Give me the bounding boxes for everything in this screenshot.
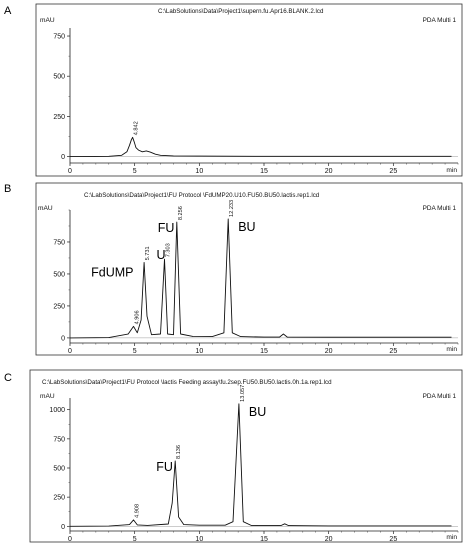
y-tick-label: 250 [53,303,65,310]
y-tick-label: 0 [61,335,65,342]
x-tick-label: 0 [68,168,72,175]
x-tick-label: 25 [389,348,397,355]
peak-retention-time-label: 8.136 [176,445,182,459]
panel-b-frame [35,182,463,356]
peak-retention-time-label: 4.906 [134,310,140,324]
panel-a-detector-label: PDA Multi 1 [423,17,457,24]
peak-retention-time-label: 4.908 [134,504,140,518]
y-tick-label: 250 [53,114,65,121]
peak-compound-label: FdUMP [91,265,133,279]
panel-c-x-unit: min [446,534,457,541]
x-tick-label: 15 [260,168,268,175]
panel-c-y-unit: mAU [40,393,55,400]
panel-b-file-path: C:\LabSolutions\Data\Project1\FU Protoco… [84,192,320,199]
x-tick-label: 0 [68,536,72,543]
x-tick-label: 15 [260,348,268,355]
panel-c-chromatogram-trace [69,403,452,527]
x-tick-label: 10 [195,348,203,355]
x-tick-label: 5 [133,348,137,355]
peak-retention-time-label: 7.303 [165,243,171,257]
y-tick-label: 500 [53,271,65,278]
panel-a-letter: A [4,5,12,17]
x-tick-label: 20 [325,168,333,175]
x-tick-label: 20 [325,348,333,355]
y-tick-label: 250 [53,495,65,502]
panel-c-frame [29,369,463,543]
x-tick-label: 0 [68,348,72,355]
peak-retention-time-label: 8.256 [178,206,184,220]
panel-a-plot: 0 250 500 750 0 5 10 15 20 25 4.842 [53,28,459,175]
panel-c-file-path: C:\LabSolutions\Data\Project1\FU Protoco… [42,379,332,386]
panel-c-detector-label: PDA Multi 1 [423,393,457,400]
x-tick-label: 25 [389,168,397,175]
panel-b-y-unit: mAU [38,205,53,212]
peak-retention-time-label: 12.233 [229,200,235,217]
y-tick-label: 1000 [49,407,65,414]
panel-a-x-unit: min [446,167,457,174]
panel-b-detector-label: PDA Multi 1 [423,205,457,212]
panel-c-letter: C [4,372,12,384]
panel-a-y-unit: mAU [40,17,55,24]
panel-b-x-unit: min [446,346,457,353]
x-tick-label: 5 [133,536,137,543]
panel-b-chromatogram-trace [69,218,452,339]
y-tick-label: 750 [53,239,65,246]
panel-b-plot: 0 250 500 750 0 5 10 15 20 25 4.906 5.731 FdUMP 7.303… [53,200,459,355]
y-tick-label: 500 [53,466,65,473]
x-tick-label: 10 [195,168,203,175]
x-tick-label: 25 [389,536,397,543]
x-tick-label: 10 [195,536,203,543]
peak-retention-time-label: 4.842 [134,121,140,135]
peak-compound-label: FU [158,221,175,235]
panel-b: B C:\LabSolutions\Data\Project1\FU Proto… [4,182,463,356]
panel-a: A C:\LabSolutions\Data\Project1\supern.f… [4,3,463,177]
x-tick-label: 5 [133,168,137,175]
peak-compound-label: BU [238,220,255,234]
peak-compound-label: U [156,248,165,262]
y-tick-label: 750 [53,34,65,41]
y-tick-label: 0 [61,524,65,531]
panel-b-letter: B [4,183,11,195]
panel-a-chromatogram-trace [70,136,452,158]
peak-retention-time-label: 13.057 [240,385,246,402]
panel-a-file-path: C:\LabSolutions\Data\Project1\supern.fu.… [158,8,324,15]
peak-compound-label: FU [156,460,173,474]
y-tick-label: 0 [61,154,65,161]
y-tick-label: 750 [53,436,65,443]
x-tick-label: 20 [325,536,333,543]
panel-c: C C:\LabSolutions\Data\Project1\FU Proto… [4,369,463,543]
panel-a-frame [35,3,463,177]
peak-compound-label: BU [249,405,266,419]
x-tick-label: 15 [260,536,268,543]
y-tick-label: 500 [53,74,65,81]
peak-retention-time-label: 5.731 [145,246,151,260]
